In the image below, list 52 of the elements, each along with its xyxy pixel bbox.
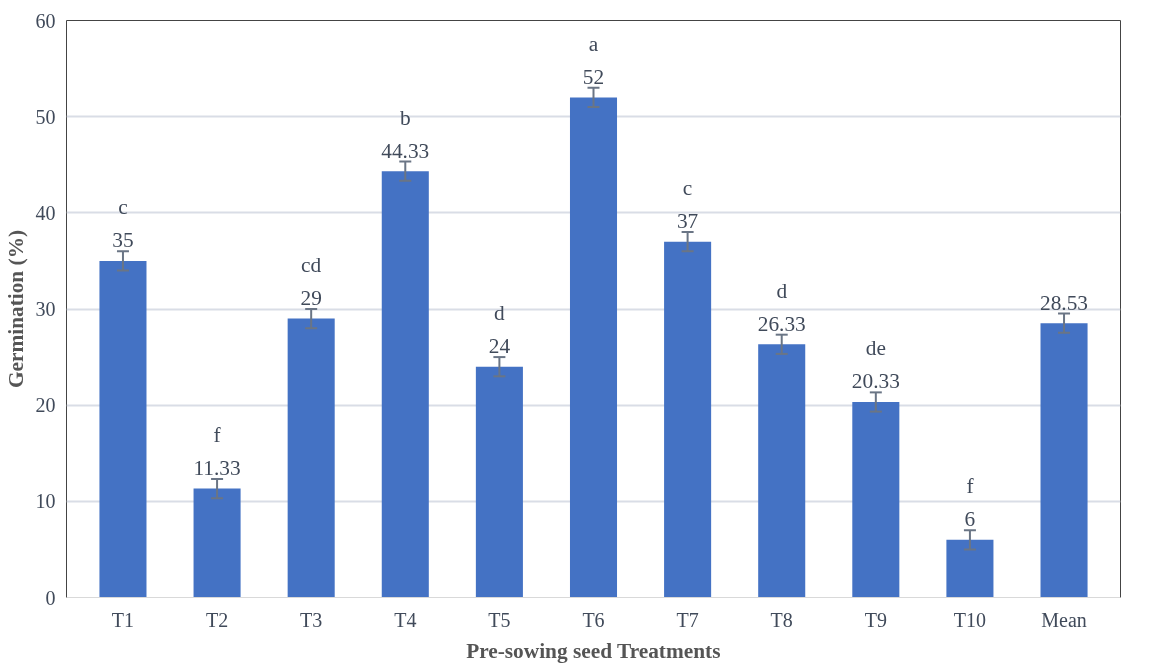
data-label: 6 [964,507,976,532]
bar [287,318,335,598]
y-axis-title: Germination (%) [3,229,28,389]
data-label: 29 [300,286,322,310]
bar [758,344,806,598]
annotation: f [966,474,975,499]
x-tick-label: T7 [676,608,699,631]
x-tick-label: T5 [488,608,511,631]
annotation: f [213,422,222,447]
y-tick-label: 60 [35,9,56,32]
bar [99,260,147,598]
x-tick-label: T4 [394,608,417,631]
annotation: b [399,105,411,130]
x-tick-label: T2 [205,608,229,631]
x-axis-title: Pre-sowing seed Treatments [466,638,721,663]
bar [946,539,994,598]
y-tick-label: 30 [35,298,56,320]
bar [664,241,712,598]
y-tick-label: 40 [35,201,56,224]
data-label: 37 [676,209,699,234]
annotation: de [865,336,886,361]
x-tick-label: T9 [864,608,887,631]
data-label: 28.53 [1040,290,1089,315]
bar [193,488,241,598]
data-label: 35 [112,228,134,253]
data-label: 26.33 [757,311,806,336]
y-tick-label: 0 [45,586,56,609]
x-tick-label: T8 [770,608,793,631]
data-label: 52 [582,64,605,89]
bar [1040,323,1088,598]
x-tick-label: T6 [582,608,605,631]
x-tick-label: Mean [1041,608,1087,631]
x-tick-label: T1 [111,608,135,631]
data-label: 20.33 [851,369,900,394]
data-label: 24 [488,334,511,359]
bar [569,97,618,598]
annotation: d [494,301,506,326]
bar [475,366,523,598]
x-tick-label: T10 [953,608,987,631]
annotation: c [118,195,128,220]
annotation: a [588,31,599,56]
annotation: cd [301,253,322,277]
data-label: 44.33 [381,138,430,163]
bar [381,171,429,598]
data-label: 11.33 [193,455,241,480]
y-tick-label: 10 [35,490,56,513]
x-tick-label: T3 [300,608,323,631]
y-tick-label: 20 [35,394,56,417]
annotation: d [776,278,788,303]
y-tick-label: 50 [35,105,56,128]
bar [852,401,900,598]
annotation: c [682,176,693,201]
